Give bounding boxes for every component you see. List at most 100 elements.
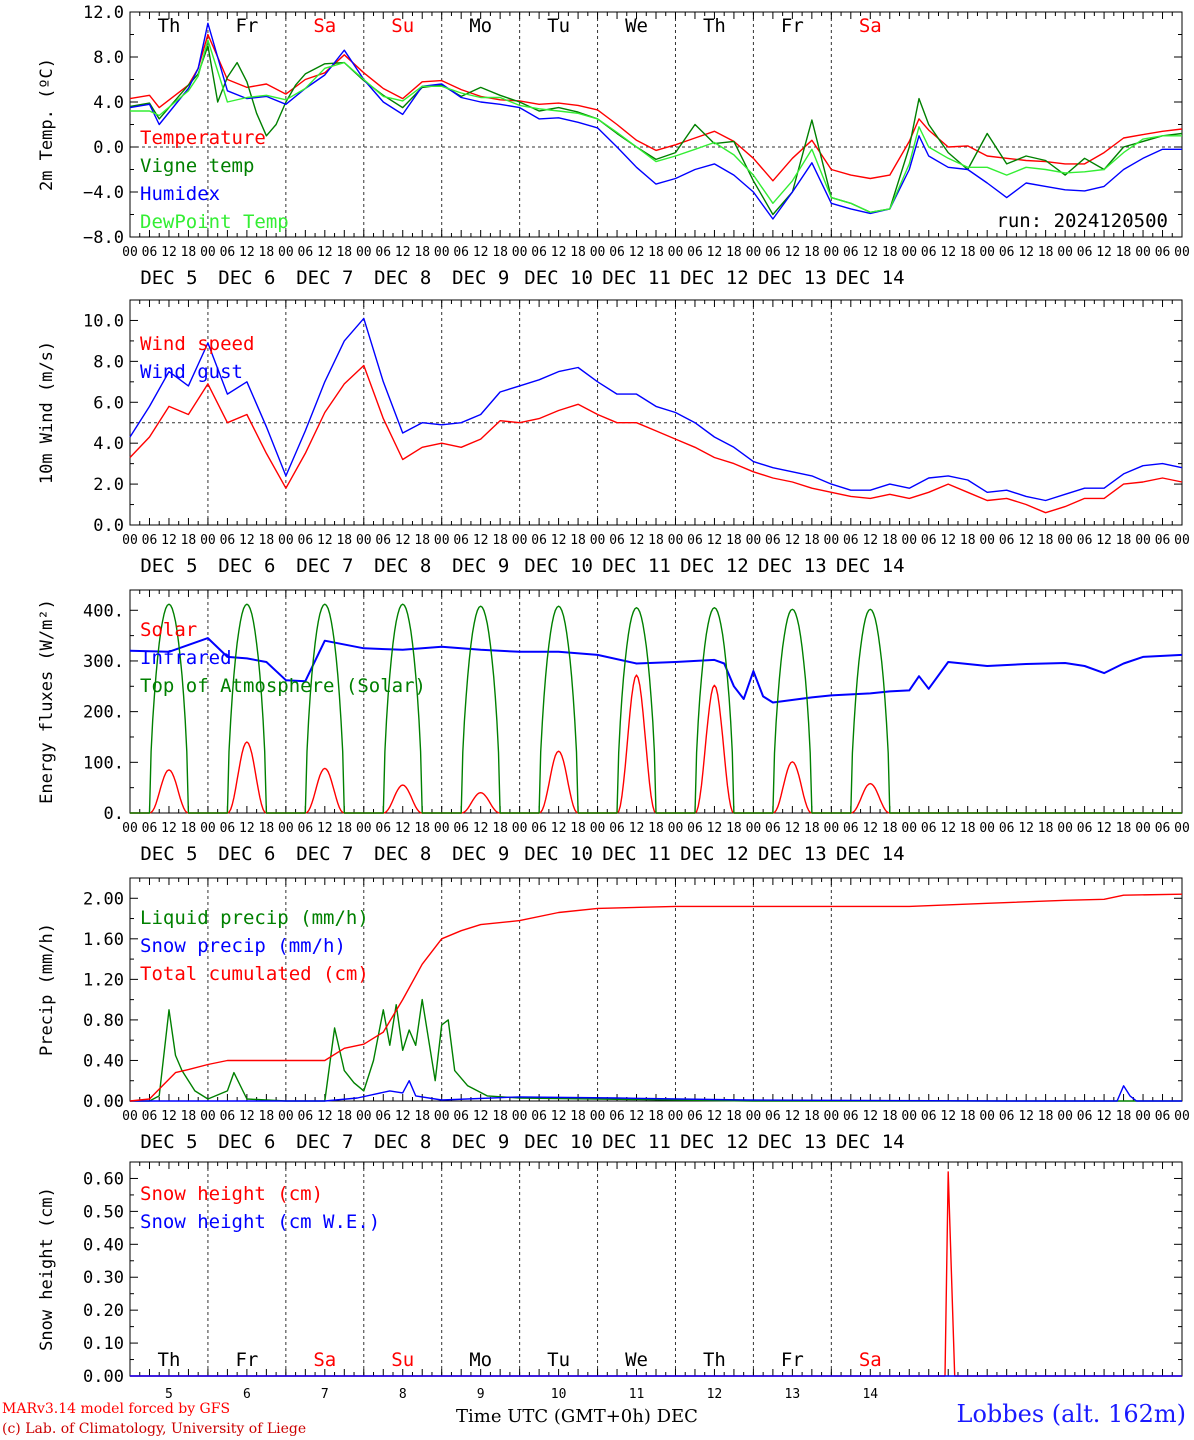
x-date-label: DEC 12 [680, 267, 749, 289]
date-number-label: 7 [321, 1387, 329, 1402]
x-date-label: DEC 9 [452, 843, 509, 865]
y-tick-label: 200. [83, 703, 124, 723]
date-number-label: 5 [165, 1387, 173, 1402]
x-date-label: DEC 6 [218, 267, 275, 289]
y-tick-label: 0.80 [83, 1011, 124, 1031]
x-date-label: DEC 11 [602, 1131, 671, 1153]
x-hour-label: 06 [531, 1109, 547, 1124]
x-hour-label: 18 [726, 1109, 742, 1124]
x-hour-label: 18 [336, 533, 352, 548]
x-hour-label: 06 [609, 245, 625, 260]
x-hour-label: 12 [940, 533, 956, 548]
x-hour-label: 06 [609, 821, 625, 836]
x-hour-label: 00 [122, 533, 138, 548]
x-hour-label: 06 [220, 1109, 236, 1124]
x-date-label: DEC 12 [680, 555, 749, 577]
x-hour-label: 00 [824, 821, 840, 836]
panel-temp: 12.08.04.00.0−4.0−8.02m Temp. (ºC)00 06 12… [37, 3, 1190, 289]
x-hour-label: 00 [746, 821, 762, 836]
x-hour-label: 00 [356, 1109, 372, 1124]
x-hour-label: 06 [220, 821, 236, 836]
x-hour-label: 06 [142, 533, 158, 548]
station-name: Lobbes (alt. 162m) [956, 1400, 1186, 1428]
x-hour-label: 12 [707, 1109, 723, 1124]
x-hour-label: 06 [921, 245, 937, 260]
x-hour-label: 06 [609, 533, 625, 548]
x-hour-label: 12 [473, 1109, 489, 1124]
x-hour-label: 00 [901, 1109, 917, 1124]
legend-entry: Infrared [140, 647, 232, 669]
x-hour-label: 18 [492, 245, 508, 260]
x-hour-label: 00 [746, 245, 762, 260]
x-hour-label: 00 [901, 821, 917, 836]
x-hour-label: 00 [434, 1109, 450, 1124]
x-date-label: DEC 8 [374, 555, 431, 577]
x-hour-label: 06 [765, 533, 781, 548]
y-axis-label: 10m Wind (m/s) [37, 341, 57, 484]
x-hour-label: 18 [804, 533, 820, 548]
x-hour-label: 00 [512, 245, 528, 260]
x-hour-label: 06 [1155, 245, 1171, 260]
x-hour-label: 00 [200, 245, 216, 260]
x-hour-label: 06 [375, 245, 391, 260]
panel-snow: 0.60 0.50 0.40 0.30 0.20 0.10 0.00 Snow height … [37, 1161, 1183, 1402]
x-hour-label: 00 [901, 245, 917, 260]
date-number-label: 9 [477, 1387, 485, 1402]
day-of-week-label: Sa [859, 15, 882, 37]
x-hour-label: 06 [921, 533, 937, 548]
x-hour-label: 18 [336, 1109, 352, 1124]
x-hour-label: 00 [278, 1109, 294, 1124]
x-hour-label: 00 [1057, 533, 1073, 548]
day-of-week-label: Fr [235, 1349, 258, 1371]
x-hour-label: 12 [862, 821, 878, 836]
y-tick-label: 0.0 [93, 138, 124, 158]
x-hour-label: 06 [220, 533, 236, 548]
x-hour-label: 12 [862, 1109, 878, 1124]
x-hour-label: 18 [1038, 533, 1054, 548]
x-hour-label: 00 [356, 821, 372, 836]
y-tick-label: 0.00 [83, 1092, 124, 1112]
x-hour-label: 18 [414, 245, 430, 260]
x-hour-label: 12 [785, 821, 801, 836]
y-tick-label: 0.60 [83, 1169, 124, 1189]
x-hour-label: 12 [940, 245, 956, 260]
y-tick-label: 1.60 [83, 930, 124, 950]
x-hour-label: 18 [570, 821, 586, 836]
day-of-week-label: Sa [313, 15, 336, 37]
x-hour-label: 00 [278, 245, 294, 260]
y-axis-label: 2m Temp. (ºC) [37, 58, 57, 191]
series-line-humidex [129, 22, 1182, 220]
x-date-label: DEC 11 [602, 555, 671, 577]
x-hour-label: 00 [434, 821, 450, 836]
x-date-label: DEC 8 [374, 843, 431, 865]
x-hour-label: 06 [531, 821, 547, 836]
x-hour-label: 12 [862, 245, 878, 260]
x-hour-label: 18 [726, 245, 742, 260]
x-hour-label: 00 [590, 821, 606, 836]
x-date-label: DEC 6 [218, 843, 275, 865]
x-hour-label: 00 [979, 533, 995, 548]
x-date-label: DEC 13 [758, 555, 827, 577]
x-hour-label: 18 [492, 1109, 508, 1124]
x-date-label: DEC 7 [296, 267, 353, 289]
x-hour-label: 18 [648, 821, 664, 836]
x-hour-label: 12 [395, 1109, 411, 1124]
plot-frame [129, 589, 1183, 814]
x-date-label: DEC 9 [452, 267, 509, 289]
x-hour-label: 00 [1174, 245, 1190, 260]
x-hour-label: 00 [979, 1109, 995, 1124]
date-number-label: 14 [862, 1387, 878, 1402]
x-hour-label: 00 [590, 1109, 606, 1124]
x-hour-label: 00 [668, 245, 684, 260]
x-hour-label: 12 [629, 245, 645, 260]
legend-entry: Snow height (cm) [140, 1183, 323, 1205]
credit-lab: (c) Lab. of Climatology, University of L… [2, 1421, 307, 1437]
x-hour-label: 12 [239, 533, 255, 548]
x-hour-label: 12 [473, 533, 489, 548]
x-hour-label: 00 [1057, 245, 1073, 260]
y-axis-label: Snow height (cm) [37, 1187, 57, 1351]
x-hour-label: 00 [668, 1109, 684, 1124]
x-hour-label: 12 [1018, 821, 1034, 836]
x-date-label: DEC 7 [296, 843, 353, 865]
x-hour-label: 00 [200, 533, 216, 548]
